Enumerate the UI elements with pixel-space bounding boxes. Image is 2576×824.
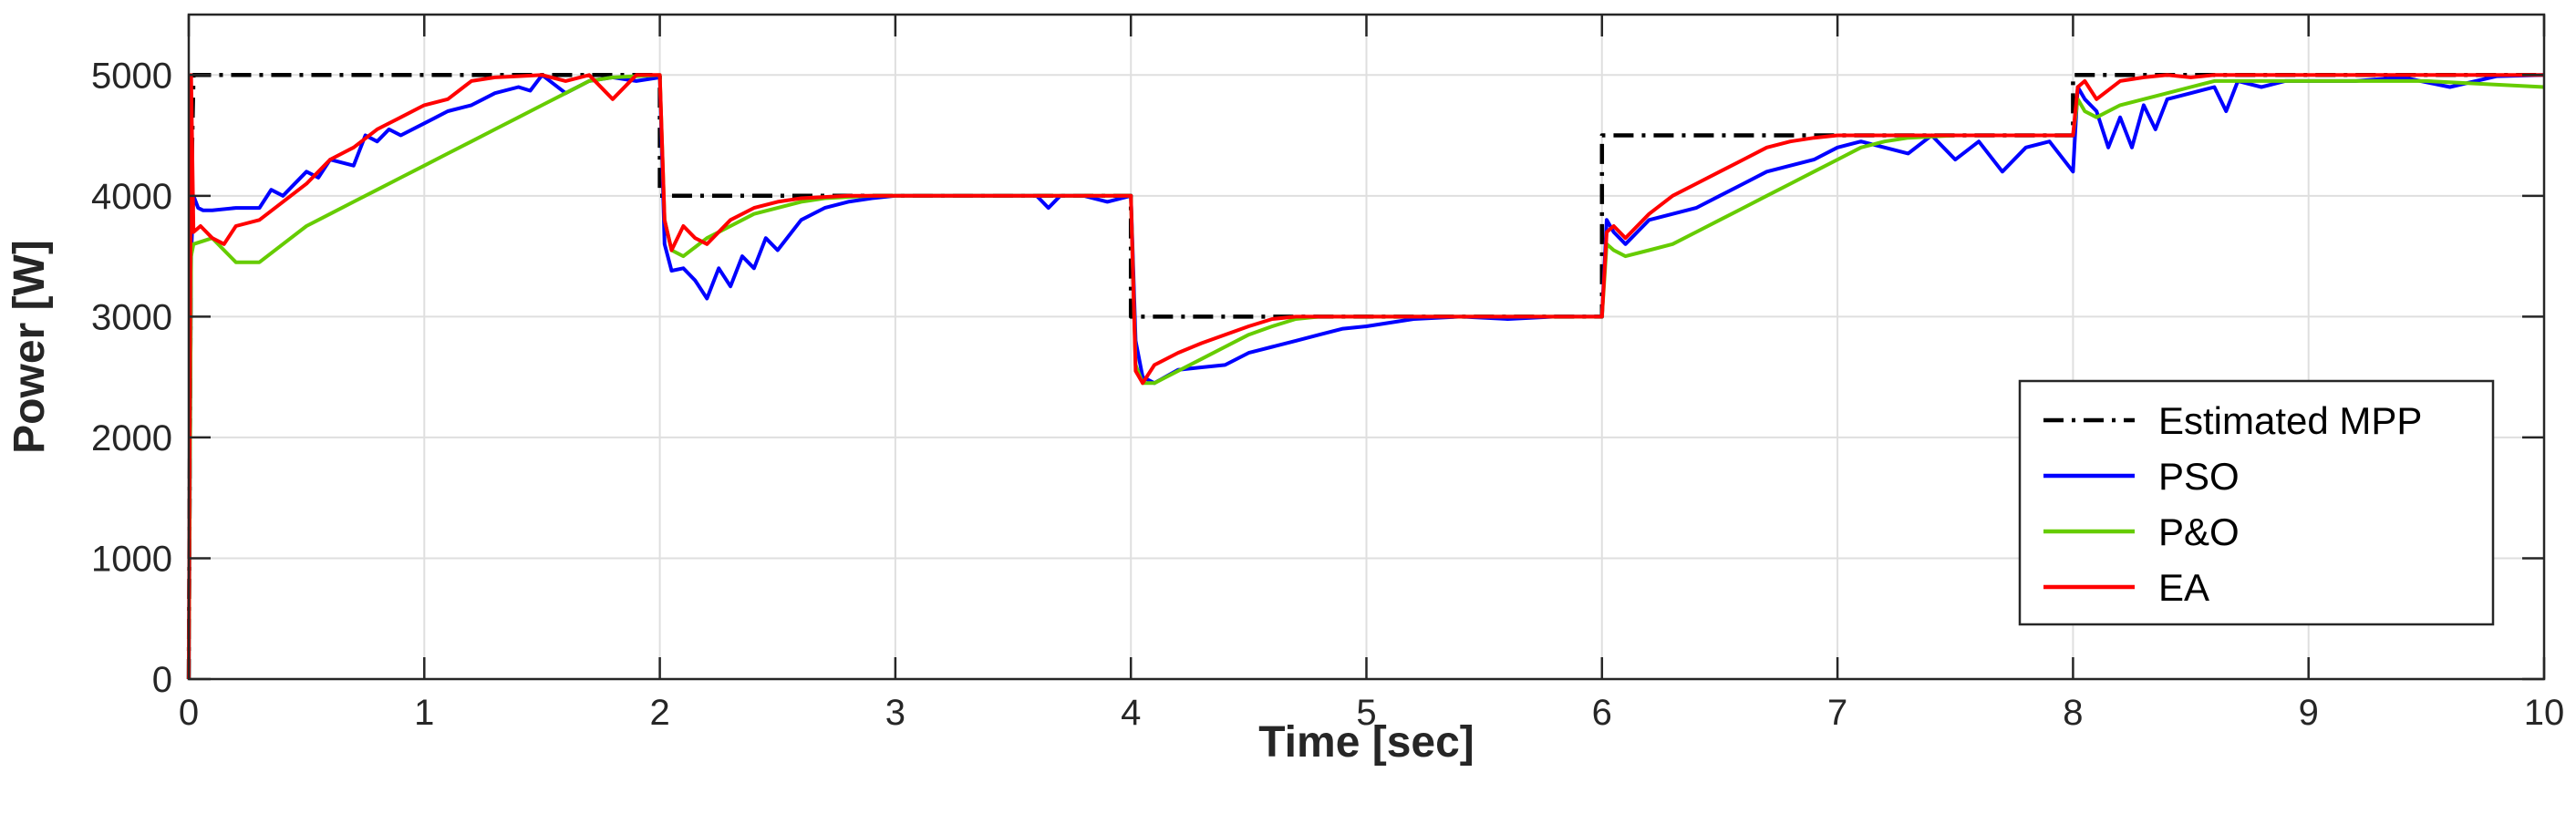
x-tick-label: 7: [1827, 693, 1847, 733]
y-axis-title: Power [W]: [5, 240, 54, 454]
y-axis-ticks: 0 1000 2000 3000 4000 5000: [91, 56, 2544, 700]
x-tick-label: 5: [1356, 693, 1376, 733]
legend-label: EA: [2158, 566, 2209, 609]
legend-label: PSO: [2158, 455, 2240, 498]
x-tick-label: 2: [649, 693, 669, 733]
x-tick-label: 10: [2524, 693, 2565, 733]
x-tick-label: 8: [2063, 693, 2083, 733]
series-line-ea: [187, 73, 2544, 680]
x-tick-label: 9: [2299, 693, 2319, 733]
x-tick-label: 4: [1121, 693, 1141, 733]
y-tick-label: 2000: [91, 418, 172, 458]
legend-label: Estimated MPP: [2158, 399, 2422, 442]
y-tick-label: 1000: [91, 539, 172, 579]
y-tick-label: 4000: [91, 177, 172, 217]
y-tick-label: 5000: [91, 56, 172, 96]
x-tick-label: 1: [414, 693, 434, 733]
y-tick-label: 0: [152, 660, 172, 700]
y-tick-label: 3000: [91, 297, 172, 337]
legend-label: P&O: [2158, 510, 2240, 553]
x-tick-label: 3: [885, 693, 905, 733]
x-tick-label: 6: [1592, 693, 1612, 733]
x-axis-ticks: 0 1 2 3 4 5 6 7 8 9 10: [179, 15, 2564, 733]
x-tick-label: 0: [179, 693, 199, 733]
series-group: [186, 73, 2545, 680]
x-axis-title: Time [sec]: [1258, 718, 1474, 767]
legend: Estimated MPP PSO P&O EA: [2018, 379, 2495, 626]
